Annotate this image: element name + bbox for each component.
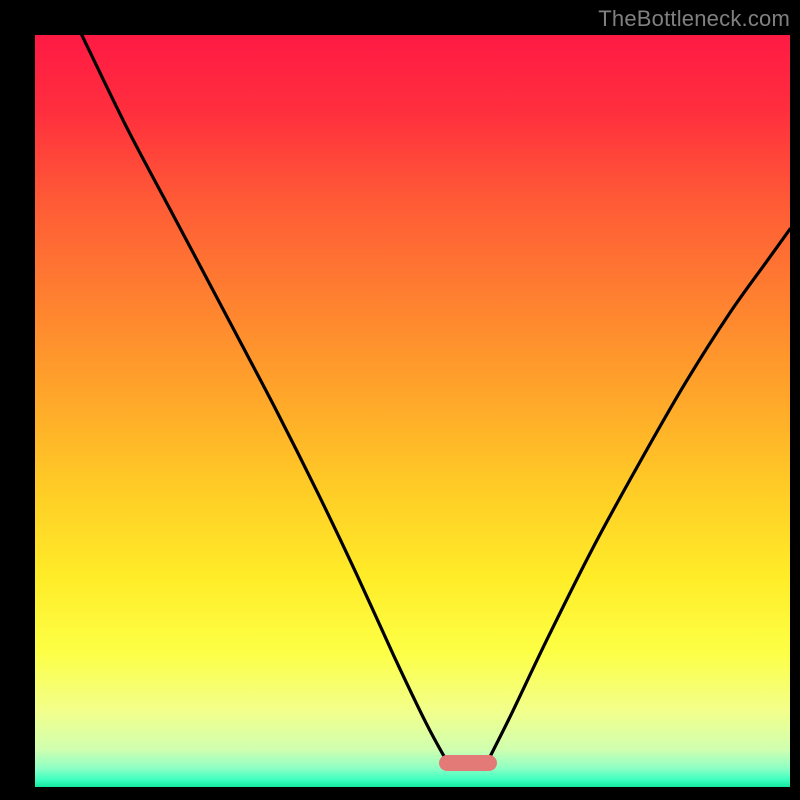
marker-pill — [439, 755, 497, 771]
left-curve — [82, 35, 447, 761]
plot-area — [35, 35, 790, 787]
chart-root: TheBottleneck.com — [0, 0, 800, 800]
bottleneck-marker — [439, 755, 497, 771]
right-curve — [488, 229, 790, 761]
curve-layer — [35, 35, 790, 787]
watermark-text: TheBottleneck.com — [598, 6, 790, 32]
